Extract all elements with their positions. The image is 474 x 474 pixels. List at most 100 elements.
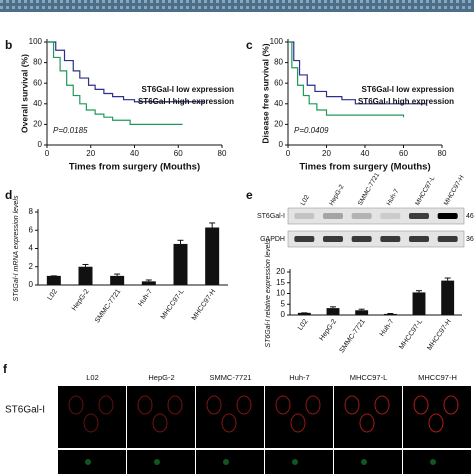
blot-band bbox=[380, 236, 401, 242]
bar bbox=[141, 281, 156, 285]
y-tick-label: 40 bbox=[274, 99, 283, 108]
blot-lane-label: L02 bbox=[299, 194, 311, 207]
survival-curve bbox=[47, 41, 205, 103]
y-tick-label: 15 bbox=[276, 278, 285, 287]
micrograph bbox=[58, 386, 126, 448]
cell-stain bbox=[374, 395, 390, 415]
y-tick-label: 20 bbox=[276, 267, 285, 276]
x-tick-label: Huh-7 bbox=[379, 318, 396, 338]
x-tick-label: 20 bbox=[86, 149, 95, 158]
micrograph bbox=[265, 450, 333, 474]
cell-stain-green bbox=[292, 459, 298, 465]
y-tick-label: 20 bbox=[33, 120, 42, 129]
y-tick-label: 4 bbox=[29, 244, 34, 253]
blot-band bbox=[294, 236, 315, 242]
column-label: MHCC97-L bbox=[350, 373, 388, 382]
blot-strip bbox=[287, 207, 465, 225]
cell-stain-green bbox=[223, 459, 229, 465]
bar bbox=[173, 243, 188, 285]
x-tick-label: 60 bbox=[399, 149, 408, 158]
x-tick-label: 80 bbox=[218, 149, 227, 158]
micrograph bbox=[334, 450, 402, 474]
x-tick-label: L02 bbox=[47, 288, 59, 302]
legend-label: ST6Gal-I high expression bbox=[358, 97, 454, 106]
x-tick-label: MHCC97-L bbox=[160, 288, 186, 321]
blot-band bbox=[380, 213, 401, 219]
micrograph bbox=[127, 386, 195, 448]
y-tick-label: 80 bbox=[274, 58, 283, 67]
y-tick-label: 8 bbox=[29, 207, 34, 216]
row-label: ST6Gal-I bbox=[5, 405, 45, 416]
panel-label: d bbox=[5, 188, 12, 202]
bar bbox=[110, 275, 125, 285]
top-image-texture bbox=[0, 0, 474, 12]
x-tick-label: 40 bbox=[361, 149, 370, 158]
blot-band bbox=[351, 213, 372, 219]
blot-lane-label: SMMC-7721 bbox=[357, 171, 381, 206]
y-tick-label: 20 bbox=[274, 120, 283, 129]
blot-band bbox=[437, 213, 458, 219]
micrograph bbox=[265, 386, 333, 448]
bar bbox=[355, 310, 369, 315]
x-tick-label: MHCC97-H bbox=[191, 288, 217, 322]
blot-lane-label: HepG-2 bbox=[328, 183, 346, 207]
y-tick-label: 60 bbox=[33, 78, 42, 87]
y-tick-label: 0 bbox=[38, 140, 43, 149]
bar bbox=[46, 275, 61, 285]
x-tick-label: L02 bbox=[297, 318, 309, 332]
y-tick-label: 6 bbox=[29, 225, 34, 234]
panel-label: c bbox=[246, 38, 253, 52]
y-tick-label: 40 bbox=[33, 99, 42, 108]
column-label: HepG-2 bbox=[148, 373, 174, 382]
y-tick-label: 10 bbox=[276, 289, 285, 298]
survival-curve bbox=[47, 41, 183, 125]
cell-stain-green bbox=[154, 459, 160, 465]
x-tick-label: MHCC97-L bbox=[398, 318, 424, 351]
x-tick-label: 80 bbox=[438, 149, 447, 158]
blot-band bbox=[351, 236, 372, 242]
cell-stain bbox=[68, 395, 84, 415]
y-tick-label: 2 bbox=[29, 262, 34, 271]
micrograph bbox=[58, 450, 126, 474]
x-tick-label: 0 bbox=[45, 149, 50, 158]
cell-stain bbox=[413, 395, 429, 415]
survival-curve bbox=[288, 41, 428, 106]
cell-stain bbox=[98, 395, 114, 415]
cell-stain bbox=[206, 395, 222, 415]
blot-label: GAPDH bbox=[260, 236, 285, 243]
x-tick-label: 0 bbox=[286, 149, 291, 158]
legend-label: ST6Gal-I low expression bbox=[142, 85, 235, 94]
p-value: P=0.0409 bbox=[294, 126, 329, 135]
blot-lane-label: Huh-7 bbox=[385, 188, 400, 207]
bar bbox=[78, 266, 93, 285]
cell-stain bbox=[359, 413, 375, 433]
p-value: P=0.0185 bbox=[53, 126, 88, 135]
y-tick-label: 80 bbox=[33, 58, 42, 67]
survival-curve bbox=[288, 41, 405, 118]
x-tick-label: MHCC97-H bbox=[426, 318, 452, 352]
y-axis-label: ST6Gal-I mRNA expression levels bbox=[13, 195, 20, 301]
legend-label: ST6Gal-I low expression bbox=[362, 85, 455, 94]
blot-strip bbox=[287, 230, 465, 248]
cell-stain bbox=[167, 395, 183, 415]
y-axis-label: ST6Gal-I relative expression levels bbox=[265, 239, 272, 348]
cell-stain bbox=[275, 395, 291, 415]
y-tick-label: 0 bbox=[279, 140, 284, 149]
micrograph bbox=[403, 386, 471, 448]
bar bbox=[326, 308, 340, 315]
x-tick-label: 20 bbox=[322, 149, 331, 158]
cell-stain bbox=[83, 413, 99, 433]
bar bbox=[205, 227, 220, 285]
micrograph bbox=[196, 386, 264, 448]
micrograph bbox=[127, 450, 195, 474]
cell-stain bbox=[236, 395, 252, 415]
x-axis-label: Times from surgery (Mouths) bbox=[69, 162, 200, 173]
x-tick-label: HepG-2 bbox=[71, 288, 91, 312]
y-tick-label: 5 bbox=[281, 299, 286, 308]
bar bbox=[412, 292, 426, 315]
cell-stain bbox=[290, 413, 306, 433]
cell-stain bbox=[152, 413, 168, 433]
y-tick-label: 0 bbox=[281, 310, 286, 319]
x-axis-label: Times from surgery (Mouths) bbox=[299, 162, 430, 173]
